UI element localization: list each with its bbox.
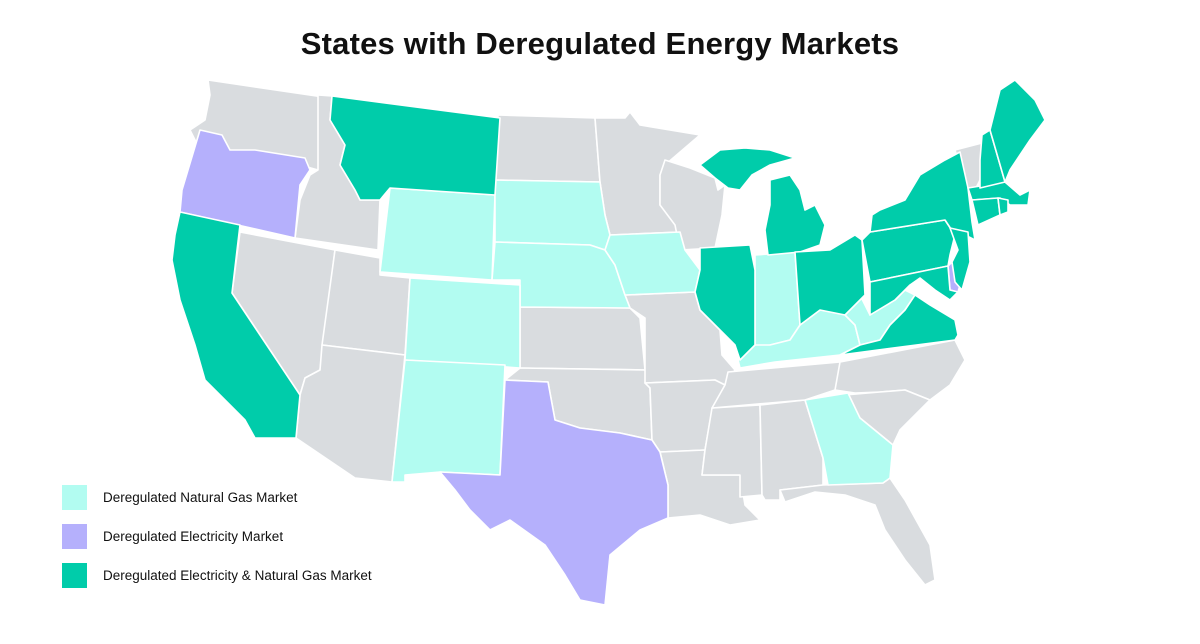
- state-michigan-upper[interactable]: [699, 147, 796, 191]
- state-new-mexico[interactable]: [391, 359, 506, 483]
- state-maine[interactable]: [989, 79, 1046, 183]
- state-wisconsin[interactable]: [659, 159, 726, 251]
- state-rhode-island[interactable]: [997, 197, 1009, 216]
- state-colorado[interactable]: [404, 277, 521, 369]
- state-maryland[interactable]: [869, 265, 959, 316]
- state-california[interactable]: [171, 211, 301, 439]
- legend-item-natural-gas: Deregulated Natural Gas Market: [62, 484, 372, 510]
- state-texas[interactable]: [439, 379, 669, 606]
- state-virginia[interactable]: [839, 294, 959, 356]
- state-south-dakota[interactable]: [494, 179, 611, 251]
- legend-item-both: Deregulated Electricity & Natural Gas Ma…: [62, 562, 372, 588]
- legend-item-electricity: Deregulated Electricity Market: [62, 523, 372, 549]
- state-ohio[interactable]: [794, 234, 866, 326]
- legend-swatch-both: [62, 562, 87, 588]
- state-michigan-lower[interactable]: [764, 174, 826, 256]
- legend-swatch-electricity: [62, 523, 87, 549]
- state-new-hampshire[interactable]: [979, 129, 1006, 189]
- both-states: [171, 79, 1046, 439]
- state-nebraska[interactable]: [491, 241, 631, 309]
- state-north-dakota[interactable]: [494, 114, 601, 183]
- state-new-york[interactable]: [869, 151, 976, 241]
- state-montana[interactable]: [329, 95, 501, 201]
- electricity-states: [179, 129, 961, 606]
- state-florida[interactable]: [779, 477, 936, 586]
- state-georgia[interactable]: [804, 392, 894, 486]
- state-connecticut[interactable]: [971, 197, 1001, 226]
- state-kansas[interactable]: [519, 306, 646, 371]
- state-new-jersey[interactable]: [949, 227, 971, 291]
- legend-swatch-natural-gas: [62, 484, 87, 510]
- natural-gas-states: [379, 179, 916, 486]
- regulated-states: [189, 79, 983, 586]
- state-wyoming[interactable]: [379, 187, 496, 281]
- legend-label: Deregulated Electricity Market: [103, 528, 284, 544]
- legend: Deregulated Natural Gas Market Deregulat…: [62, 484, 372, 601]
- state-illinois[interactable]: [694, 244, 756, 361]
- legend-label: Deregulated Electricity & Natural Gas Ma…: [103, 567, 372, 583]
- map-title: States with Deregulated Energy Markets: [300, 26, 900, 61]
- state-oregon[interactable]: [179, 129, 311, 239]
- legend-label: Deregulated Natural Gas Market: [103, 489, 298, 505]
